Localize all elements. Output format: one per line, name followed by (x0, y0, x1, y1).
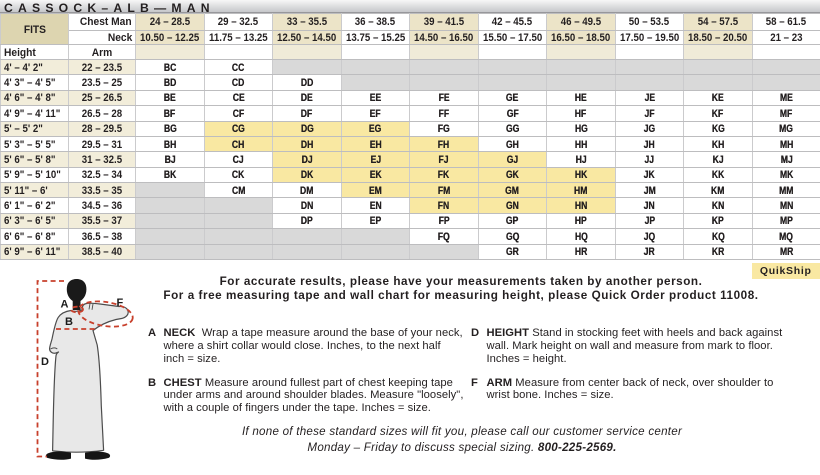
svg-text:F: F (117, 297, 124, 309)
svg-text:B: B (65, 316, 73, 328)
svg-text:A: A (61, 299, 69, 311)
svg-text:D: D (41, 356, 49, 368)
